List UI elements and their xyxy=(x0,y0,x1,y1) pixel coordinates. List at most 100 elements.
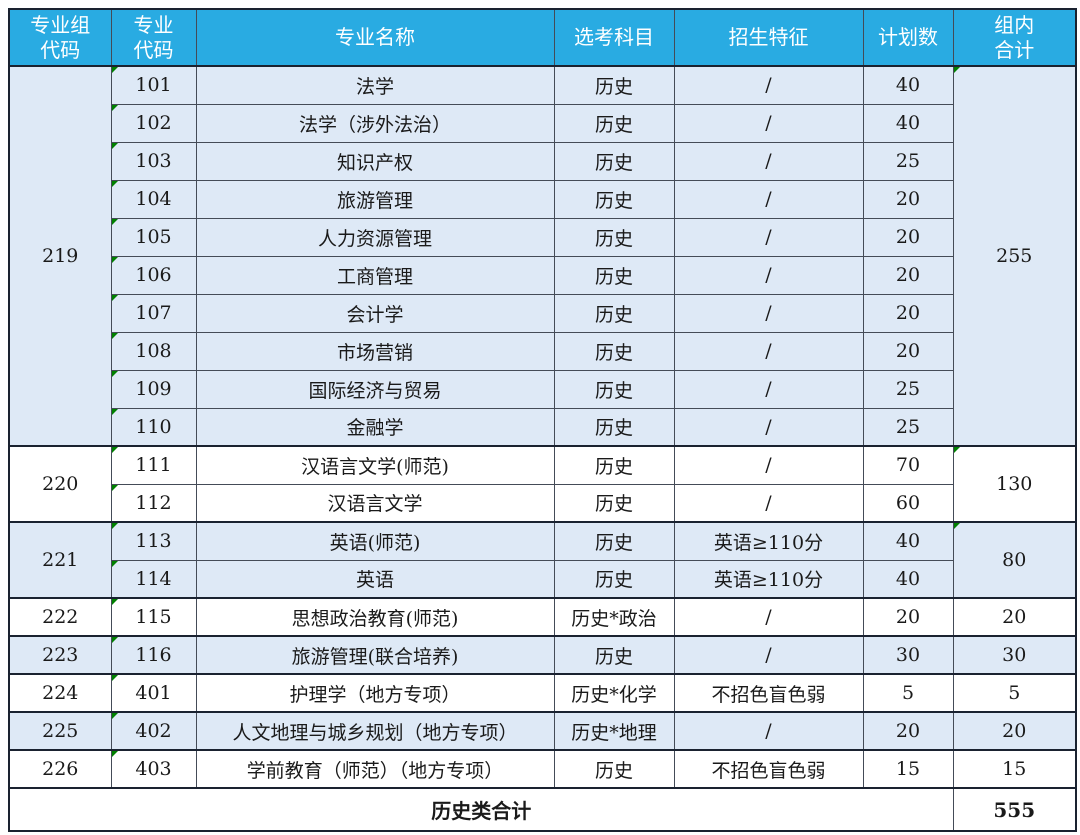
table-row: 114 英语 历史 英语≥110分 40 xyxy=(9,559,1076,599)
plan-count-cell: 20 xyxy=(862,597,954,637)
plan-count-cell: 20 xyxy=(862,255,954,295)
subjects-cell: 历史 xyxy=(553,217,675,257)
major-name-cell: 人力资源管理 xyxy=(195,217,555,257)
table-row: 104 旅游管理 历史/20 xyxy=(9,179,1076,219)
feature-cell: / xyxy=(673,445,864,485)
table-row: 220 111 汉语言文学(师范) 历史/70 130 xyxy=(8,445,1077,523)
plan-count-cell: 25 xyxy=(862,407,954,447)
feature-cell: 英语≥110分 xyxy=(673,521,864,561)
group-total-cell: 255 xyxy=(952,65,1077,447)
major-code-cell: 104 xyxy=(110,179,197,219)
feature-cell: / xyxy=(673,711,864,751)
major-name-cell: 法学 xyxy=(195,65,555,105)
major-code-cell: 103 xyxy=(110,141,197,181)
header-major-code: 专业 代码 xyxy=(110,8,197,67)
feature-cell: / xyxy=(673,331,864,371)
major-code-cell: 114 xyxy=(110,559,197,599)
group-code-cell: 221 xyxy=(8,521,112,599)
subjects-cell: 历史 xyxy=(553,255,675,295)
group-code-cell: 223 xyxy=(8,635,112,675)
plan-count-cell: 40 xyxy=(862,521,954,561)
group-total-cell: 30 xyxy=(952,635,1077,675)
table-row: 110 金融学 历史/25 xyxy=(9,407,1076,447)
header-row: 专业组 代码 专业 代码 专业名称 选考科目 招生特征 计划数 组内 合计 xyxy=(8,8,1077,67)
major-code-cell: 111 xyxy=(110,445,197,485)
major-name-cell: 英语 xyxy=(195,559,555,599)
subjects-cell: 历史*地理 xyxy=(553,711,675,751)
subjects-cell: 历史*化学 xyxy=(553,673,675,713)
table-row: 224 401 护理学（地方专项） 历史*化学 不招色盲色弱 5 5 xyxy=(8,673,1077,713)
history-total-label: 历史类合计 xyxy=(8,787,954,832)
major-name-cell: 人文地理与城乡规划（地方专项） xyxy=(195,711,555,751)
subjects-cell: 历史 xyxy=(553,483,675,523)
major-name-cell: 金融学 xyxy=(195,407,555,447)
plan-count-cell: 30 xyxy=(862,635,954,675)
major-name-cell: 市场营销 xyxy=(195,331,555,371)
subjects-cell: 历史 xyxy=(553,141,675,181)
plan-count-cell: 40 xyxy=(862,103,954,143)
major-name-cell: 法学（涉外法治） xyxy=(195,103,555,143)
major-name-cell: 国际经济与贸易 xyxy=(195,369,555,409)
header-group-code: 专业组 代码 xyxy=(8,8,112,67)
header-subjects: 选考科目 xyxy=(553,8,675,67)
major-name-cell: 护理学（地方专项） xyxy=(195,673,555,713)
subjects-cell: 历史 xyxy=(553,445,675,485)
plan-count-cell: 20 xyxy=(862,217,954,257)
subjects-cell: 历史 xyxy=(553,749,675,789)
major-code-cell: 109 xyxy=(110,369,197,409)
subjects-cell: 历史 xyxy=(553,635,675,675)
table-row: 109 国际经济与贸易 历史/25 xyxy=(9,369,1076,409)
plan-count-cell: 25 xyxy=(862,141,954,181)
plan-count-cell: 40 xyxy=(862,65,954,105)
header-feature: 招生特征 xyxy=(673,8,864,67)
plan-count-cell: 20 xyxy=(862,331,954,371)
table-row: 223 116 旅游管理(联合培养) 历史/30 30 xyxy=(8,635,1077,675)
table-row: 222 115 思想政治教育(师范) 历史*政治/20 20 xyxy=(8,597,1077,637)
subjects-cell: 历史 xyxy=(553,331,675,371)
table-row: 105 人力资源管理 历史/20 xyxy=(9,217,1076,257)
table-row: 108 市场营销 历史/20 xyxy=(9,331,1076,371)
group-total-cell: 20 xyxy=(952,711,1077,751)
table-row: 107 会计学 历史/20 xyxy=(9,293,1076,333)
plan-count-cell: 15 xyxy=(862,749,954,789)
subjects-cell: 历史 xyxy=(553,293,675,333)
major-code-cell: 107 xyxy=(110,293,197,333)
table-footer: 历史类合计 555 xyxy=(8,787,1077,832)
plan-count-cell: 20 xyxy=(862,293,954,333)
subjects-cell: 历史*政治 xyxy=(553,597,675,637)
table-row: 225 402 人文地理与城乡规划（地方专项） 历史*地理/20 20 xyxy=(8,711,1077,751)
feature-cell: / xyxy=(673,141,864,181)
major-code-cell: 402 xyxy=(110,711,197,751)
feature-cell: / xyxy=(673,407,864,447)
major-code-cell: 105 xyxy=(110,217,197,257)
group-code-cell: 220 xyxy=(8,445,112,523)
subjects-cell: 历史 xyxy=(553,559,675,599)
footer-row: 历史类合计 555 xyxy=(8,787,1077,832)
major-code-cell: 401 xyxy=(110,673,197,713)
major-name-cell: 学前教育（师范）（地方专项） xyxy=(195,749,555,789)
header-plan-count: 计划数 xyxy=(862,8,954,67)
group-code-cell: 226 xyxy=(8,749,112,789)
subjects-cell: 历史 xyxy=(553,521,675,561)
major-name-cell: 思想政治教育(师范) xyxy=(195,597,555,637)
major-code-cell: 106 xyxy=(110,255,197,295)
subjects-cell: 历史 xyxy=(553,369,675,409)
major-name-cell: 知识产权 xyxy=(195,141,555,181)
major-code-cell: 113 xyxy=(110,521,197,561)
feature-cell: / xyxy=(673,635,864,675)
plan-count-cell: 5 xyxy=(862,673,954,713)
major-code-cell: 115 xyxy=(110,597,197,637)
major-name-cell: 汉语言文学(师范) xyxy=(195,445,555,485)
major-code-cell: 110 xyxy=(110,407,197,447)
header-major-name: 专业名称 xyxy=(195,8,555,67)
major-name-cell: 英语(师范) xyxy=(195,521,555,561)
table-body: 219 101 法学 历史/40 255 102 法学（涉外法治） 历史/40 103 知识产权历… xyxy=(8,65,1077,789)
table-row: 103 知识产权 历史/25 xyxy=(9,141,1076,181)
table-row: 226 403 学前教育（师范）（地方专项） 历史 不招色盲色弱 15 15 xyxy=(8,749,1077,789)
feature-cell: / xyxy=(673,597,864,637)
subjects-cell: 历史 xyxy=(553,179,675,219)
feature-cell: / xyxy=(673,103,864,143)
major-name-cell: 旅游管理(联合培养) xyxy=(195,635,555,675)
plan-count-cell: 60 xyxy=(862,483,954,523)
table-row: 102 法学（涉外法治） 历史/40 xyxy=(9,103,1076,143)
